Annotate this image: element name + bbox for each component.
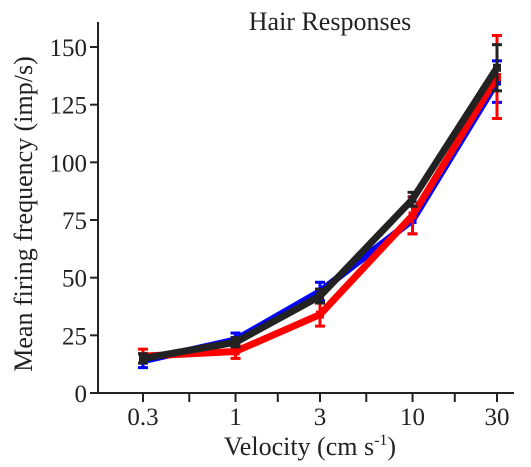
y-tick-label: 125 — [50, 93, 88, 120]
data-point — [493, 63, 501, 72]
x-tick-label: 3 — [314, 404, 327, 431]
series-1 — [138, 33, 502, 365]
data-point — [408, 195, 417, 204]
y-axis-label: Mean firing frequency (imp/s) — [9, 56, 38, 372]
x-axis-label-close: ) — [387, 432, 396, 461]
x-axis-label-main: Velocity (cm s — [224, 432, 374, 461]
chart-title: Hair Responses — [249, 7, 411, 36]
data-point — [316, 310, 324, 319]
x-axis-label: Velocity (cm s-1) — [224, 432, 396, 461]
x-tick-label: 0.3 — [127, 404, 158, 431]
data-point — [316, 292, 324, 301]
data-point — [231, 338, 240, 347]
x-axis-label-superscript: -1 — [374, 432, 387, 449]
data-point — [408, 211, 417, 220]
x-tick-label: 30 — [485, 404, 510, 431]
data-point — [231, 347, 240, 356]
x-axis: 0.3 1 3 10 30 — [98, 392, 514, 431]
x-tick-label: 10 — [400, 404, 425, 431]
series-2 — [138, 43, 502, 365]
y-tick-label: 25 — [62, 323, 87, 350]
y-tick-label: 0 — [75, 381, 88, 408]
y-tick-label: 150 — [50, 35, 88, 62]
y-axis: 0 25 50 75 100 125 150 — [50, 22, 99, 408]
data-point — [139, 354, 147, 363]
y-tick-label: 75 — [62, 208, 87, 235]
x-tick-label: 1 — [229, 404, 242, 431]
y-tick-label: 100 — [50, 150, 88, 177]
y-tick-label: 50 — [62, 266, 87, 293]
series-layer — [138, 33, 502, 370]
